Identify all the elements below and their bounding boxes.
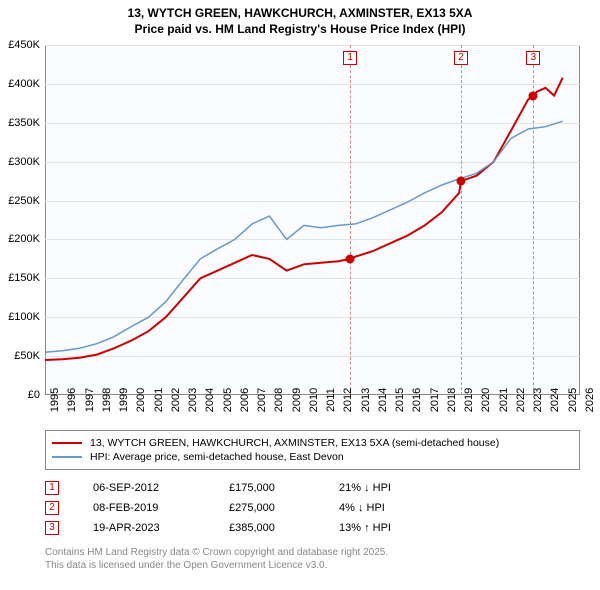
x-axis-label: 2022 [515,388,527,412]
sales-diff: 13% ↑ HPI [339,522,449,534]
sales-date: 08-FEB-2019 [93,502,229,514]
x-axis-label: 2001 [153,388,165,412]
title-line-1: 13, WYTCH GREEN, HAWKCHURCH, AXMINSTER, … [0,6,600,22]
sales-table: 1 06-SEP-2012£175,00021% ↓ HPI 2 08-FEB-201… [45,478,449,538]
x-axis-label: 2008 [273,388,285,412]
legend-label: 13, WYTCH GREEN, HAWKCHURCH, AXMINSTER, … [90,437,499,449]
legend-item: 13, WYTCH GREEN, HAWKCHURCH, AXMINSTER, … [52,437,573,449]
marker-box-3: 3 [526,51,540,65]
x-axis-label: 2010 [308,388,320,412]
sales-row: 2 08-FEB-2019£275,0004% ↓ HPI [45,498,449,518]
y-axis-label: £50K [14,350,40,362]
y-axis-label: £0 [28,389,40,401]
y-axis-label: £200K [8,233,40,245]
y-axis-label: £150K [8,272,40,284]
x-axis-label: 1995 [49,388,61,412]
y-axis-label: £250K [8,195,40,207]
x-axis-label: 1997 [84,388,96,412]
y-axis-label: £100K [8,311,40,323]
x-axis-label: 2014 [377,388,389,412]
x-axis-label: 1996 [66,388,78,412]
x-axis-label: 2012 [342,388,354,412]
legend-swatch [52,456,82,458]
x-axis-label: 2023 [532,388,544,412]
legend-swatch [52,442,82,444]
series-hpi [45,121,563,352]
footer-attribution: Contains HM Land Registry data © Crown c… [45,546,388,572]
x-axis-label: 2018 [446,388,458,412]
sales-row: 1 06-SEP-2012£175,00021% ↓ HPI [45,478,449,498]
sales-row: 3 19-APR-2023£385,00013% ↑ HPI [45,518,449,538]
x-axis-label: 2003 [187,388,199,412]
x-axis-label: 2021 [498,388,510,412]
marker-dot [529,91,538,100]
x-axis-label: 1999 [118,388,130,412]
x-axis-label: 2004 [204,388,216,412]
x-axis-label: 2016 [411,388,423,412]
sales-marker: 2 [45,501,59,515]
footer-line-1: Contains HM Land Registry data © Crown c… [45,546,388,559]
y-axis-label: £400K [8,78,40,90]
x-axis-label: 2024 [549,388,561,412]
x-axis-label: 1998 [101,388,113,412]
x-axis-label: 2011 [325,388,337,412]
sales-price: £385,000 [229,522,339,534]
marker-dot [346,254,355,263]
sales-diff: 21% ↓ HPI [339,482,449,494]
x-axis-label: 2017 [429,388,441,412]
x-axis-label: 2006 [239,388,251,412]
sales-price: £275,000 [229,502,339,514]
marker-box-1: 1 [343,51,357,65]
x-axis-label: 2015 [394,388,406,412]
legend: 13, WYTCH GREEN, HAWKCHURCH, AXMINSTER, … [45,430,580,470]
legend-label: HPI: Average price, semi-detached house,… [90,451,344,463]
marker-box-2: 2 [454,51,468,65]
chart-area: 123 £0£50K£100K£150K£200K£250K£300K£350K… [45,45,580,395]
x-axis-label: 2007 [256,388,268,412]
chart-title: 13, WYTCH GREEN, HAWKCHURCH, AXMINSTER, … [0,0,600,37]
series-property [45,78,563,360]
sales-diff: 4% ↓ HPI [339,502,449,514]
y-axis-label: £300K [8,156,40,168]
x-axis-label: 2025 [567,388,579,412]
x-axis-label: 2009 [291,388,303,412]
x-axis-label: 2005 [222,388,234,412]
x-axis-label: 2026 [584,388,596,412]
x-axis-label: 2019 [463,388,475,412]
legend-item: HPI: Average price, semi-detached house,… [52,451,573,463]
footer-line-2: This data is licensed under the Open Gov… [45,559,388,572]
x-axis-label: 2013 [360,388,372,412]
x-axis-label: 2000 [135,388,147,412]
marker-dot [456,177,465,186]
sales-date: 19-APR-2023 [93,522,229,534]
x-axis-label: 2020 [480,388,492,412]
chart-lines [45,45,580,395]
sales-marker: 1 [45,481,59,495]
sales-date: 06-SEP-2012 [93,482,229,494]
y-axis-label: £450K [8,39,40,51]
x-axis-label: 2002 [170,388,182,412]
sales-marker: 3 [45,521,59,535]
y-axis-label: £350K [8,117,40,129]
title-line-2: Price paid vs. HM Land Registry's House … [0,22,600,38]
sales-price: £175,000 [229,482,339,494]
